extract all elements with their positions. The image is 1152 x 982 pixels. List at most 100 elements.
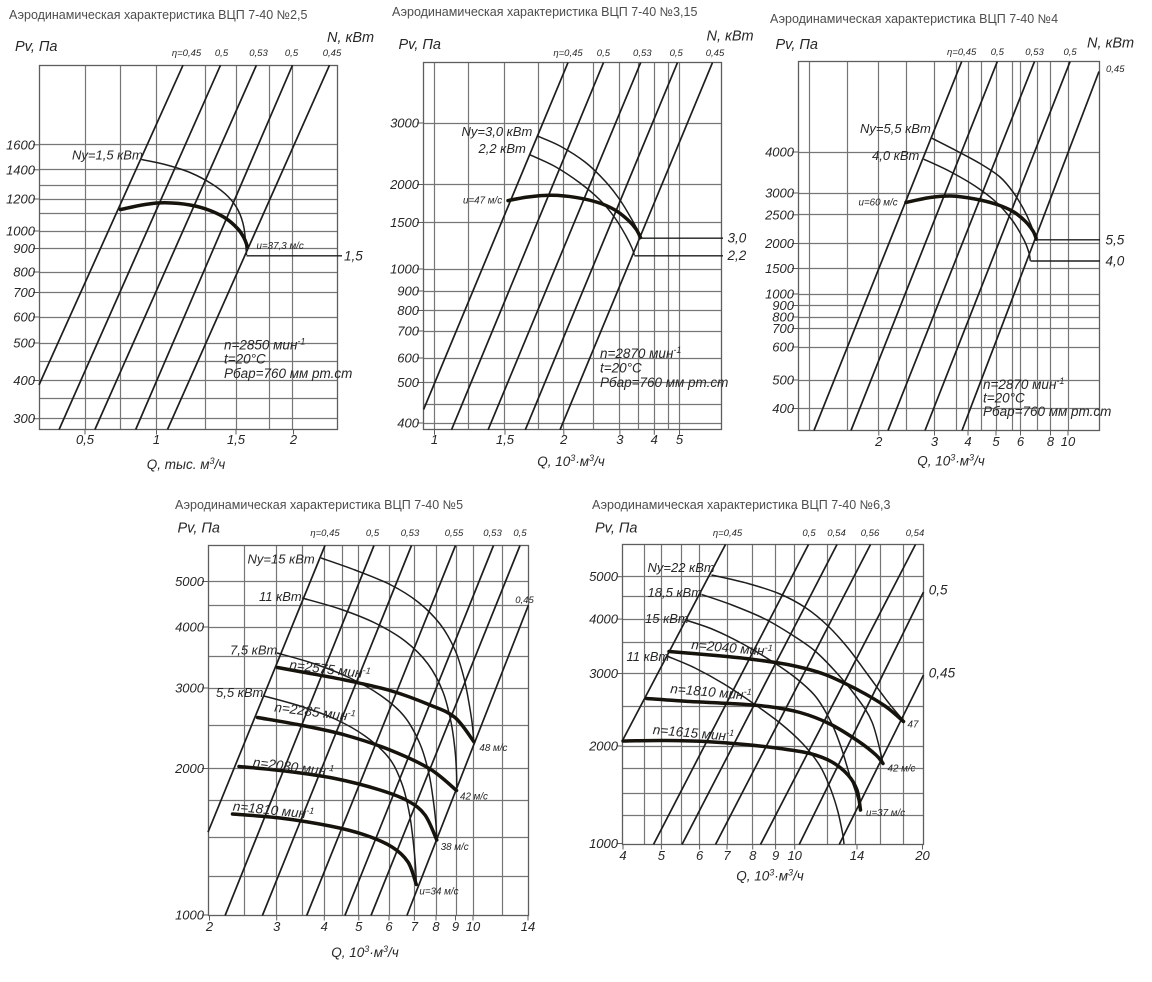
svg-text:1: 1 bbox=[153, 432, 160, 447]
svg-text:N, кВт: N, кВт bbox=[327, 30, 374, 46]
svg-text:0,45: 0,45 bbox=[515, 595, 534, 606]
svg-text:1000: 1000 bbox=[390, 262, 420, 277]
svg-text:u=47 м/с: u=47 м/с bbox=[463, 196, 502, 207]
svg-text:8: 8 bbox=[432, 919, 440, 934]
svg-text:600: 600 bbox=[772, 340, 794, 355]
svg-text:0,5: 0,5 bbox=[76, 432, 95, 447]
svg-text:Рбар=760 мм рт.ст: Рбар=760 мм рт.ст bbox=[983, 404, 1111, 419]
svg-text:0,5: 0,5 bbox=[802, 528, 816, 539]
svg-text:Pv, Па: Pv, Па bbox=[178, 521, 220, 537]
svg-text:0,53: 0,53 bbox=[483, 528, 502, 539]
svg-text:Ny=3,0 кВт: Ny=3,0 кВт bbox=[462, 124, 533, 139]
svg-text:η=0,45: η=0,45 bbox=[713, 528, 743, 539]
svg-text:5: 5 bbox=[676, 432, 684, 447]
svg-text:0,5: 0,5 bbox=[991, 47, 1005, 58]
svg-text:800: 800 bbox=[13, 265, 35, 280]
svg-text:Q, 103·м3/ч: Q, 103·м3/ч bbox=[331, 944, 399, 960]
svg-text:t=20°C: t=20°C bbox=[224, 352, 266, 367]
svg-text:700: 700 bbox=[13, 285, 35, 300]
svg-text:5000: 5000 bbox=[589, 569, 619, 584]
svg-text:0,54: 0,54 bbox=[827, 528, 846, 539]
svg-text:2: 2 bbox=[205, 919, 214, 934]
svg-text:1000: 1000 bbox=[765, 287, 795, 302]
svg-text:5000: 5000 bbox=[175, 574, 205, 589]
svg-text:15 кВт: 15 кВт bbox=[645, 611, 689, 626]
svg-text:t=20°C: t=20°C bbox=[600, 361, 642, 376]
svg-text:11 кВт: 11 кВт bbox=[627, 649, 670, 664]
svg-text:0,5: 0,5 bbox=[366, 528, 380, 539]
svg-text:7: 7 bbox=[411, 919, 419, 934]
svg-text:Pv, Па: Pv, Па bbox=[776, 37, 818, 53]
svg-text:0,54: 0,54 bbox=[906, 528, 925, 539]
svg-text:0,5: 0,5 bbox=[513, 528, 527, 539]
svg-text:0,5: 0,5 bbox=[929, 583, 948, 598]
svg-text:500: 500 bbox=[772, 373, 794, 388]
svg-text:n=2030 мин-1: n=2030 мин-1 bbox=[252, 754, 335, 780]
svg-text:48 м/с: 48 м/с bbox=[479, 743, 507, 754]
svg-text:11 кВт: 11 кВт bbox=[259, 589, 302, 604]
svg-text:38 м/с: 38 м/с bbox=[441, 842, 469, 853]
svg-text:4: 4 bbox=[321, 919, 328, 934]
svg-text:n=2285 мин-1: n=2285 мин-1 bbox=[274, 699, 357, 725]
svg-text:2500: 2500 bbox=[764, 207, 795, 222]
svg-text:Ny=5,5 кВт: Ny=5,5 кВт bbox=[860, 121, 931, 136]
svg-text:N, кВт: N, кВт bbox=[707, 29, 754, 45]
svg-text:0,53: 0,53 bbox=[249, 48, 268, 59]
svg-text:0,5: 0,5 bbox=[285, 48, 299, 59]
svg-text:900: 900 bbox=[772, 298, 794, 313]
svg-text:0,53: 0,53 bbox=[401, 528, 420, 539]
svg-text:Рбар=760 мм рт.ст: Рбар=760 мм рт.ст bbox=[600, 375, 728, 390]
svg-text:5: 5 bbox=[992, 434, 1000, 449]
svg-text:η=0,45: η=0,45 bbox=[310, 528, 340, 539]
svg-text:400: 400 bbox=[772, 401, 794, 416]
svg-text:4: 4 bbox=[619, 848, 626, 863]
svg-text:1000: 1000 bbox=[6, 224, 36, 239]
svg-text:Ny=15 кВт: Ny=15 кВт bbox=[248, 552, 315, 567]
svg-text:3: 3 bbox=[616, 432, 624, 447]
svg-text:8: 8 bbox=[1047, 434, 1055, 449]
svg-text:600: 600 bbox=[13, 310, 35, 325]
svg-text:n=1810 мин-1: n=1810 мин-1 bbox=[670, 680, 752, 703]
svg-text:1,5: 1,5 bbox=[227, 432, 246, 447]
svg-text:5,5 кВт: 5,5 кВт bbox=[216, 685, 263, 700]
svg-text:9: 9 bbox=[452, 919, 459, 934]
svg-text:4000: 4000 bbox=[765, 145, 795, 160]
svg-text:0,53: 0,53 bbox=[1025, 47, 1044, 58]
svg-text:800: 800 bbox=[772, 310, 794, 325]
svg-text:5: 5 bbox=[355, 919, 363, 934]
svg-text:6: 6 bbox=[385, 919, 393, 934]
svg-text:1: 1 bbox=[431, 432, 438, 447]
svg-text:η=0,45: η=0,45 bbox=[172, 48, 202, 59]
svg-text:3,0: 3,0 bbox=[728, 231, 747, 246]
svg-text:14: 14 bbox=[521, 919, 535, 934]
svg-text:u=37,3 м/с: u=37,3 м/с bbox=[257, 241, 304, 252]
svg-text:1500: 1500 bbox=[390, 215, 420, 230]
svg-text:8: 8 bbox=[749, 848, 757, 863]
svg-text:6: 6 bbox=[696, 848, 704, 863]
svg-text:3000: 3000 bbox=[175, 681, 205, 696]
svg-text:700: 700 bbox=[772, 321, 794, 336]
svg-text:2000: 2000 bbox=[588, 739, 619, 754]
svg-text:3000: 3000 bbox=[765, 186, 795, 201]
svg-text:4,0: 4,0 bbox=[1106, 254, 1125, 269]
svg-text:10: 10 bbox=[787, 848, 802, 863]
svg-text:3: 3 bbox=[273, 919, 281, 934]
svg-text:0,55: 0,55 bbox=[445, 528, 464, 539]
svg-text:0,5: 0,5 bbox=[1063, 47, 1077, 58]
svg-text:u=37 м/с: u=37 м/с bbox=[866, 808, 905, 819]
svg-text:1,5: 1,5 bbox=[344, 249, 363, 264]
svg-text:42 м/с: 42 м/с bbox=[460, 792, 488, 803]
svg-text:10: 10 bbox=[1061, 434, 1076, 449]
svg-text:18,5 кВт: 18,5 кВт bbox=[648, 585, 703, 600]
svg-text:4: 4 bbox=[651, 432, 658, 447]
svg-text:300: 300 bbox=[13, 411, 35, 426]
svg-text:2000: 2000 bbox=[389, 177, 420, 192]
svg-text:900: 900 bbox=[397, 284, 419, 299]
svg-text:t=20°C: t=20°C bbox=[983, 391, 1025, 406]
svg-text:2: 2 bbox=[559, 432, 568, 447]
svg-text:Q, 103·м3/ч: Q, 103·м3/ч bbox=[537, 453, 605, 469]
svg-text:0,45: 0,45 bbox=[323, 48, 342, 59]
svg-text:0,5: 0,5 bbox=[597, 48, 611, 59]
svg-text:500: 500 bbox=[397, 375, 419, 390]
svg-text:14: 14 bbox=[850, 848, 864, 863]
